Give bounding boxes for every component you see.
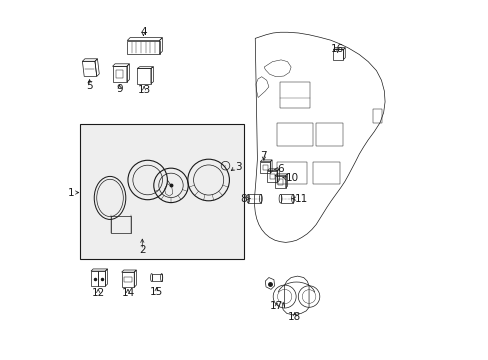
Text: 5: 5 <box>86 81 93 91</box>
Text: 11: 11 <box>294 194 307 204</box>
Text: 10: 10 <box>285 173 298 183</box>
Bar <box>111 216 131 233</box>
Text: 3: 3 <box>235 162 242 172</box>
Text: 7: 7 <box>260 151 266 161</box>
Bar <box>316 123 343 146</box>
Bar <box>277 179 283 185</box>
Bar <box>80 125 244 259</box>
Text: 17: 17 <box>269 301 283 311</box>
Text: 15: 15 <box>150 287 163 297</box>
Bar <box>269 174 274 179</box>
Bar <box>123 277 132 282</box>
Text: 6: 6 <box>276 164 283 174</box>
Text: 16: 16 <box>330 44 344 54</box>
Bar <box>276 123 312 146</box>
Bar <box>372 109 381 123</box>
Text: 2: 2 <box>139 245 145 255</box>
Text: 18: 18 <box>287 312 301 322</box>
Bar <box>151 274 162 282</box>
Text: 8: 8 <box>240 194 247 204</box>
Bar <box>116 70 123 78</box>
Bar <box>262 165 267 170</box>
Bar <box>279 82 309 108</box>
Text: 9: 9 <box>116 84 123 94</box>
Bar <box>280 194 292 203</box>
Text: 13: 13 <box>137 85 150 95</box>
Text: 1: 1 <box>67 188 74 198</box>
Text: 14: 14 <box>121 288 134 298</box>
Bar <box>276 162 306 184</box>
Text: 12: 12 <box>91 288 104 298</box>
Bar <box>313 162 340 184</box>
Text: 4: 4 <box>140 27 146 37</box>
Bar <box>248 194 260 203</box>
